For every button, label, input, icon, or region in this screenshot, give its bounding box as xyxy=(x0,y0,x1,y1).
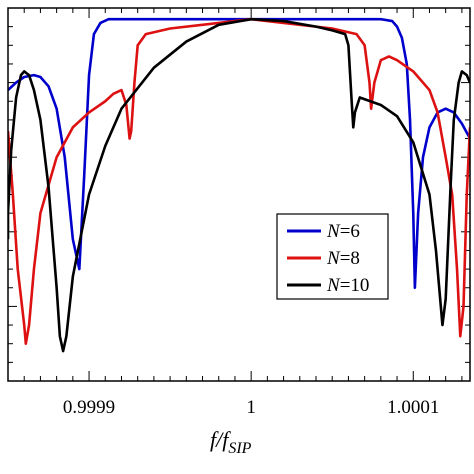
legend-label: N=10 xyxy=(326,275,369,296)
legend: N=6 N=8 N=10 xyxy=(276,213,389,300)
series-line-n-10 xyxy=(8,17,470,353)
plot-frame xyxy=(7,7,471,382)
legend-label: N=6 xyxy=(326,221,360,242)
x-tick-label: 1 xyxy=(246,397,256,418)
x-tick-labels: 0.9999 1 1.0001 xyxy=(63,397,439,418)
legend-label: N=8 xyxy=(326,248,360,269)
x-axis-label: f/fSIP xyxy=(210,427,252,457)
x-tick-label: 1.0001 xyxy=(387,397,439,418)
series-group xyxy=(8,17,470,353)
series-line-n-8 xyxy=(8,17,470,345)
x-tick-label: 0.9999 xyxy=(63,397,115,418)
